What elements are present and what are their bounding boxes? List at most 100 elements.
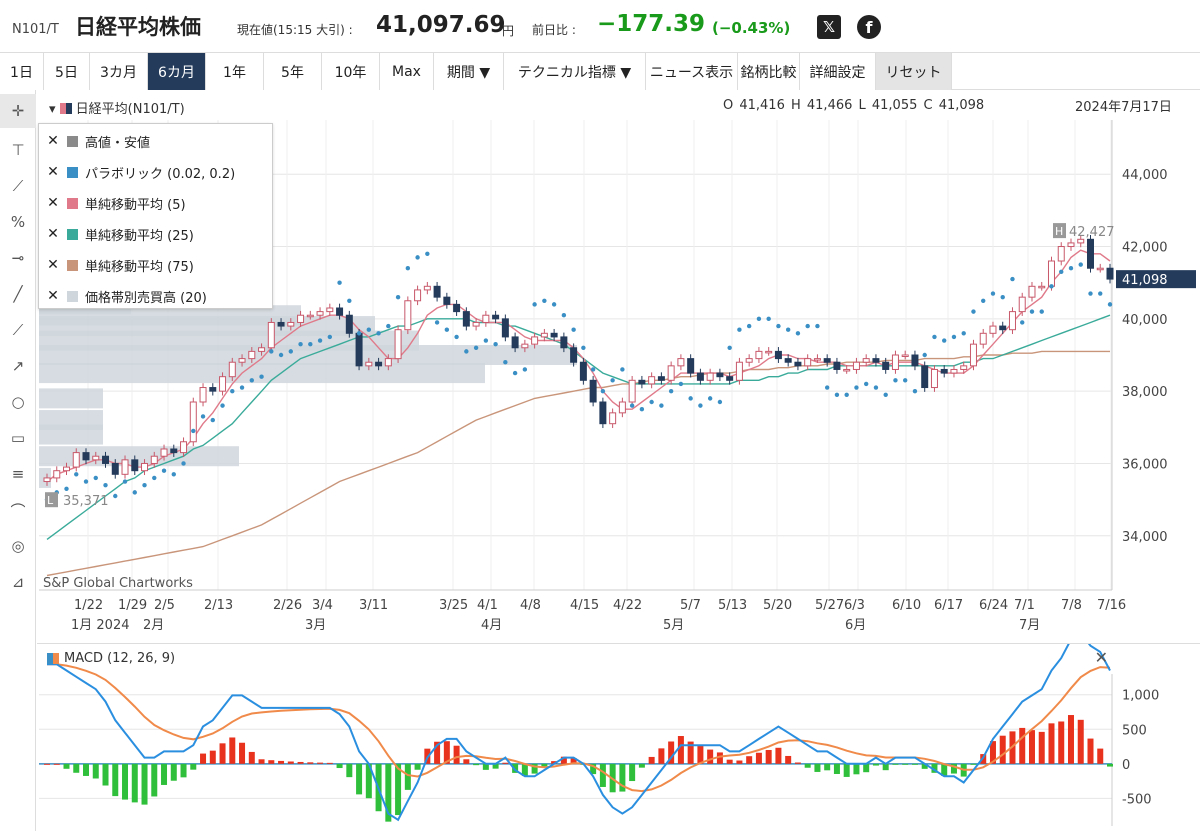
remove-indicator-icon[interactable]: ✕ (47, 257, 59, 273)
candle-body (72, 452, 80, 468)
macd-histogram-bar (590, 763, 597, 775)
parabolic-sar-dot (434, 320, 440, 325)
period-button-3[interactable]: 6カ月 (148, 53, 206, 90)
period-button-1[interactable]: 5日 (44, 53, 90, 90)
parabolic-sar-dot (200, 414, 206, 419)
macd-histogram-bar (765, 749, 772, 764)
low-value: 35,371 (63, 494, 109, 509)
facebook-share-icon[interactable]: f (857, 15, 881, 39)
series-label[interactable]: ▾ 日経平均(N101/T) (49, 102, 185, 117)
main-chart[interactable]: ▾ 日経平均(N101/T) O 41,416 H 41,466 L 41,05… (37, 90, 1200, 640)
remove-indicator-icon[interactable]: ✕ (47, 133, 59, 149)
candle-body (999, 325, 1007, 331)
period-button-2[interactable]: 3カ月 (90, 53, 148, 90)
period-button-13[interactable]: リセット (876, 53, 952, 90)
ray-tool-icon[interactable]: ╱ (13, 285, 23, 303)
arc-tool-icon[interactable]: ⌒ (10, 501, 26, 520)
macd-histogram-bar (92, 763, 99, 779)
candle-body (745, 358, 753, 363)
candle-body (872, 358, 880, 363)
parabolic-sar-dot (230, 388, 235, 394)
candle-body (180, 441, 188, 454)
macd-histogram-bar (541, 763, 548, 767)
candle-body (404, 300, 412, 331)
month-label: 5月 (663, 618, 684, 633)
candle-body (326, 307, 334, 313)
candle-body (696, 372, 704, 381)
period-button-5[interactable]: 5年 (264, 53, 322, 90)
remove-indicator-icon[interactable]: ✕ (47, 288, 59, 304)
macd-histogram-bar (463, 759, 470, 764)
macd-histogram-bar (531, 763, 538, 774)
candle-body (472, 321, 480, 327)
period-button-10[interactable]: ニュース表示 (646, 53, 738, 90)
candle-body (969, 343, 977, 367)
candle-body (443, 296, 451, 305)
candle-body (511, 336, 519, 349)
circle-tool-icon[interactable]: ○ (11, 393, 25, 411)
crosshair-icon[interactable]: ✛ (0, 94, 36, 128)
percent-line-icon[interactable]: % (10, 213, 26, 231)
parabolic-sar-dot (785, 327, 791, 332)
candle-body (628, 379, 636, 403)
period-button-9[interactable]: テクニカル指標 ▼ (504, 53, 646, 90)
rectangle-tool-icon[interactable]: ▭ (10, 429, 26, 447)
x-share-icon[interactable]: 𝕏 (817, 15, 841, 39)
candle-body (716, 372, 724, 378)
parabolic-sar-dot (386, 323, 391, 329)
parabolic-sar-dot (142, 482, 147, 488)
parabolic-sar-dot (483, 338, 489, 343)
macd-y-tick-label: -500 (1122, 792, 1152, 807)
x-tick-label: 3/25 (439, 598, 468, 613)
remove-indicator-icon[interactable]: ✕ (47, 164, 59, 180)
low-flag (45, 492, 58, 508)
candle-body (492, 314, 500, 320)
price-unit: 円 (502, 24, 515, 38)
period-button-4[interactable]: 1年 (206, 53, 264, 90)
period-button-7[interactable]: Max (380, 53, 434, 90)
month-label: 1月 2024 (71, 618, 130, 633)
parabolic-sar-dot (590, 367, 596, 372)
macd-histogram-bar (658, 748, 665, 764)
macd-histogram-bar (1067, 715, 1074, 764)
macd-histogram-bar (638, 763, 645, 768)
line-tool-icon[interactable]: ⟋ (12, 177, 24, 195)
macd-histogram-bar (239, 742, 246, 764)
candle-body (267, 321, 275, 349)
candle-body (1038, 285, 1046, 289)
parabolic-sar-dot (161, 468, 167, 473)
arrow-tool-icon[interactable]: ↗ (11, 357, 25, 375)
macd-signal-line (47, 663, 1111, 793)
measure-tool-icon[interactable]: ⊿ (11, 573, 25, 591)
parabolic-sar-dot (347, 298, 352, 303)
fibonacci-icon[interactable]: ≡ (11, 465, 25, 483)
symbol-code: N101/T (12, 22, 59, 37)
candle-body (794, 361, 802, 367)
remove-indicator-icon[interactable]: ✕ (47, 195, 59, 211)
period-button-8[interactable]: 期間 ▼ (434, 53, 504, 90)
x-tick-label: 3/4 (312, 598, 333, 613)
legend-swatch (67, 290, 78, 302)
parabolic-sar-dot (1088, 291, 1093, 296)
parabolic-sar-dot (239, 385, 245, 390)
close-icon[interactable]: ✕ (1094, 648, 1108, 667)
parabolic-sar-dot (1020, 320, 1025, 325)
trend-channel-icon[interactable]: ⟋ (12, 321, 24, 339)
period-button-0[interactable]: 1日 (0, 53, 44, 90)
spiral-tool-icon[interactable]: ◎ (11, 537, 25, 555)
remove-indicator-icon[interactable]: ✕ (47, 226, 59, 242)
x-tick-label: 2/5 (154, 598, 175, 613)
period-button-11[interactable]: 銘柄比較 (738, 53, 800, 90)
parabolic-sar-dot (64, 486, 69, 491)
parabolic-sar-dot (269, 349, 274, 354)
text-tool-icon[interactable]: ⊤ (11, 141, 25, 159)
parabolic-sar-dot (834, 392, 840, 397)
macd-histogram-bar (551, 761, 558, 764)
x-tick-label: 6/24 (979, 598, 1008, 613)
candle-body (862, 358, 870, 363)
macd-histogram-bar (443, 741, 450, 764)
horizontal-line-icon[interactable]: ⊸ (11, 249, 25, 267)
period-button-12[interactable]: 詳細設定 (800, 53, 876, 90)
period-button-6[interactable]: 10年 (322, 53, 380, 90)
candle-body (804, 358, 812, 367)
